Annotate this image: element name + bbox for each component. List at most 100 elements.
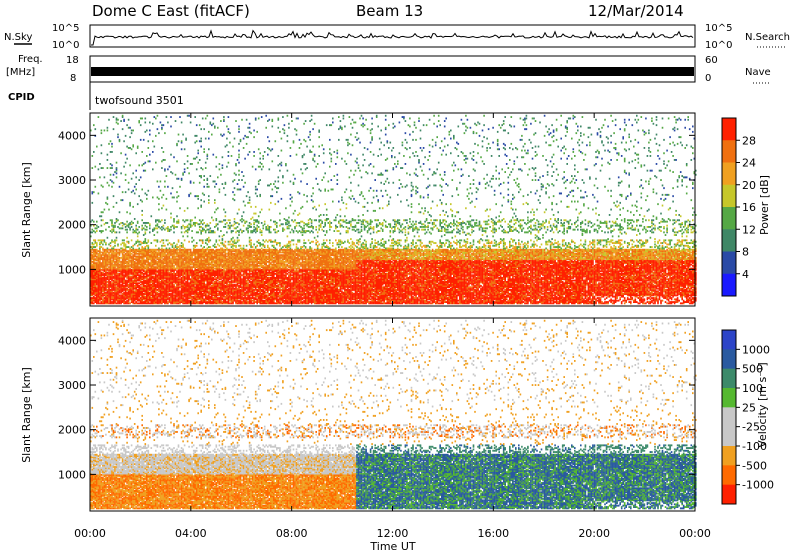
power-cell — [153, 250, 156, 253]
power-cell — [152, 140, 154, 143]
power-cell — [99, 302, 101, 305]
power-cell — [176, 226, 178, 228]
power-cell — [177, 281, 180, 283]
power-cell — [158, 252, 160, 255]
power-cell — [165, 277, 168, 279]
power-cell — [117, 258, 119, 261]
power-cell — [123, 242, 125, 244]
power-cell — [173, 251, 175, 254]
power-cell — [96, 281, 98, 283]
power-cell — [118, 274, 121, 277]
power-cell — [146, 278, 148, 281]
power-cell — [114, 282, 116, 285]
power-cell — [132, 289, 134, 291]
power-cell — [165, 272, 168, 275]
power-cell — [164, 222, 166, 224]
power-cell — [176, 255, 178, 258]
power-cell — [209, 286, 212, 289]
power-cell — [132, 270, 134, 273]
power-cell — [120, 281, 122, 283]
power-cell — [150, 278, 153, 281]
power-cell — [146, 279, 148, 282]
power-cell — [208, 290, 210, 293]
power-cell — [180, 179, 183, 181]
power-cell — [99, 176, 101, 179]
power-cell — [108, 258, 110, 261]
power-cell — [109, 260, 112, 263]
power-cell — [147, 239, 150, 242]
power-cell — [153, 302, 156, 305]
power-cell — [109, 255, 112, 258]
power-cell — [183, 275, 186, 278]
power-cell — [106, 285, 109, 287]
power-cell — [156, 301, 159, 303]
power-cell — [226, 258, 228, 261]
power-cell — [174, 297, 177, 299]
power-cell — [135, 262, 137, 265]
power-cell — [167, 255, 169, 258]
power-cell — [96, 275, 98, 278]
power-cell — [133, 231, 136, 234]
power-cell — [164, 169, 166, 172]
power-cell — [147, 282, 150, 285]
power-cell — [135, 224, 137, 227]
power-cell — [139, 250, 142, 253]
power-cell — [179, 290, 181, 293]
power-cell — [114, 285, 116, 287]
power-cell — [108, 263, 110, 266]
power-cell — [123, 250, 125, 253]
power-cell — [105, 274, 107, 277]
power-cell — [158, 298, 160, 301]
power-cell — [171, 286, 174, 289]
power-cell — [200, 244, 202, 247]
power-cell — [105, 281, 107, 283]
power-cell — [132, 281, 134, 283]
power-cell — [109, 297, 112, 299]
power-cell — [186, 167, 189, 169]
power-cell — [191, 224, 193, 227]
power-cell — [123, 293, 125, 295]
power-cell — [247, 250, 249, 253]
power-cell — [100, 211, 103, 214]
power-cell — [102, 256, 104, 259]
power-cell — [158, 250, 160, 253]
power-cell — [97, 259, 100, 262]
power-cell — [153, 262, 156, 265]
power-cell — [152, 302, 154, 305]
power-cell — [90, 260, 92, 263]
power-cell — [158, 267, 160, 270]
power-cell — [103, 285, 106, 287]
power-cell — [141, 266, 143, 269]
nsearch-bottom-tick: 10^0 — [705, 40, 732, 51]
power-cell — [214, 180, 216, 183]
power-cell — [123, 223, 125, 226]
power-cell — [123, 287, 125, 290]
power-cell — [164, 293, 166, 295]
power-cell — [153, 259, 156, 262]
power-cell — [100, 251, 103, 254]
power-cell — [112, 116, 115, 118]
power-cell — [117, 219, 119, 222]
power-cell — [111, 297, 113, 299]
power-cell — [170, 277, 172, 279]
power-cell — [132, 302, 134, 305]
power-cell — [155, 271, 157, 274]
power-cell — [180, 254, 183, 257]
power-cell — [233, 199, 236, 202]
power-cell — [203, 246, 205, 248]
power-cell — [149, 231, 151, 234]
power-cell — [93, 220, 95, 223]
power-cell — [170, 302, 172, 305]
power-cell — [189, 278, 192, 281]
power-cell — [183, 171, 186, 173]
power-cell — [115, 118, 118, 121]
power-cell — [242, 137, 245, 140]
power-cell — [114, 295, 116, 298]
power-cell — [142, 277, 145, 279]
power-cell — [203, 175, 205, 177]
power-cell — [123, 248, 125, 251]
power-cell — [138, 263, 140, 266]
power-cell — [118, 298, 121, 301]
power-cell — [94, 279, 97, 282]
power-cell — [164, 219, 166, 222]
